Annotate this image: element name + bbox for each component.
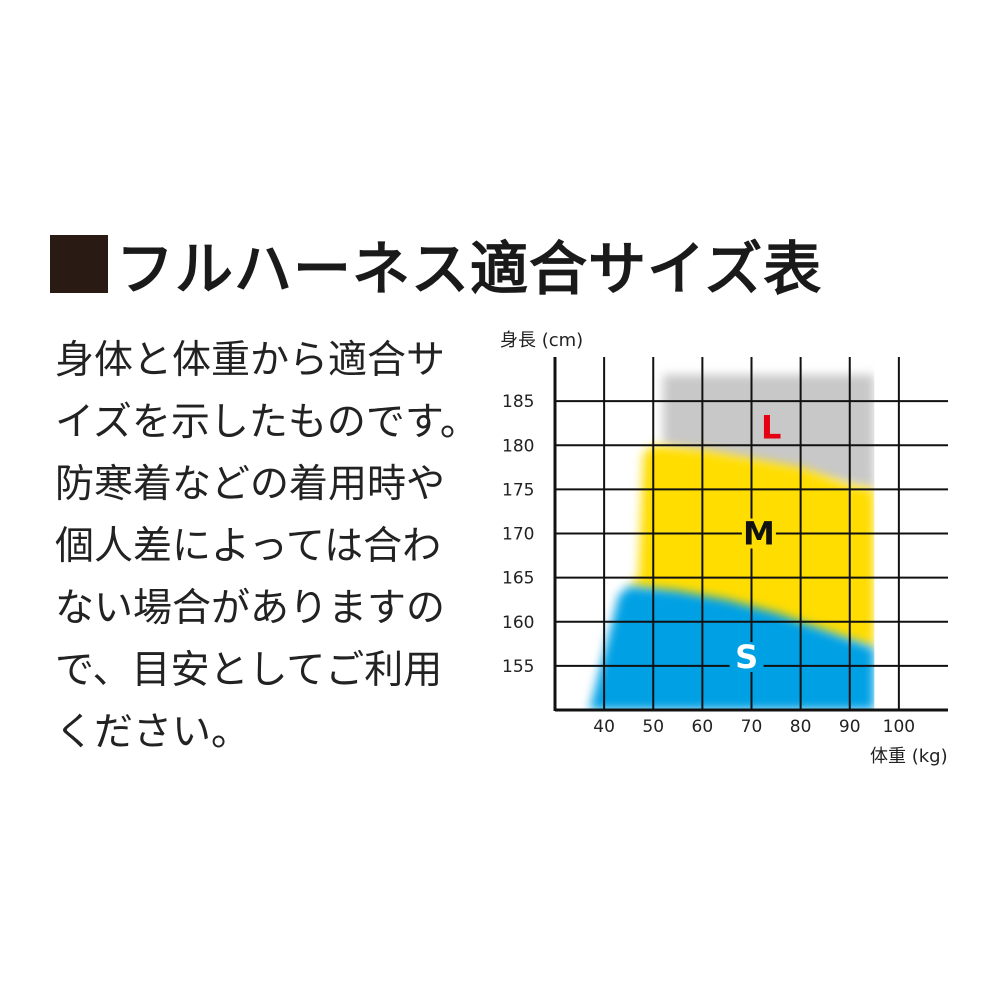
description: 身体と体重から適合サ イズを示したものです。 防寒着などの着用時や 個人差によっ…	[55, 330, 485, 764]
description-line: ない場合がありますの	[55, 586, 446, 631]
x-axis-label: 体重 (kg)	[870, 746, 948, 767]
page-title: フルハーネス適合サイズ表	[50, 222, 822, 306]
mask	[525, 710, 975, 740]
description-line: ください。	[55, 710, 251, 755]
y-tick-label: 170	[502, 525, 534, 545]
y-tick-label: 155	[502, 657, 534, 677]
y-axis-label: 身長 (cm)	[500, 330, 583, 351]
size-label-L: L	[761, 409, 781, 447]
x-tick-label: 90	[839, 717, 861, 737]
mask	[874, 337, 975, 710]
y-tick-label: 175	[502, 480, 534, 500]
region-L	[663, 374, 875, 490]
y-tick-label: 180	[502, 436, 534, 456]
x-tick-label: 70	[741, 717, 763, 737]
size-label-S: S	[735, 638, 758, 676]
y-tick-label: 160	[502, 613, 534, 633]
x-tick-label: 80	[790, 717, 812, 737]
square-bullet-icon	[50, 235, 108, 293]
label-bg	[729, 642, 764, 673]
description-line: 個人差によっては合わ	[55, 524, 442, 569]
label-bg	[741, 518, 776, 549]
title-text: フルハーネス適合サイズ表	[116, 235, 823, 303]
x-tick-label: 40	[593, 717, 615, 737]
description-line: 身体と体重から適合サ	[55, 338, 446, 383]
y-tick-label: 185	[502, 392, 534, 412]
y-tick-label: 165	[502, 569, 534, 589]
size-label-M: M	[743, 515, 775, 553]
description-line: 防寒着などの着用時や	[55, 462, 446, 507]
description-line: で、目安としてご利用	[55, 648, 443, 693]
x-tick-label: 100	[883, 717, 915, 737]
x-tick-label: 50	[642, 717, 664, 737]
description-line: イズを示したものです。	[55, 400, 479, 445]
x-tick-label: 60	[692, 717, 714, 737]
